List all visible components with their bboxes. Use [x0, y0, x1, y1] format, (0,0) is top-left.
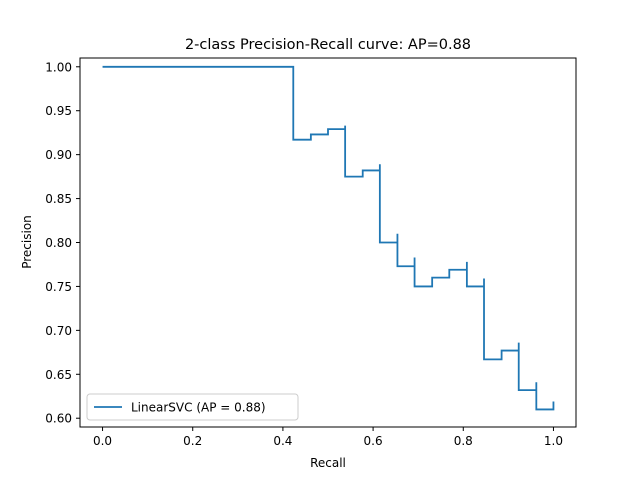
y-tick-label: 0.80 [45, 236, 72, 250]
x-axis: 0.0 0.2 0.4 0.6 0.8 1.0 [93, 427, 563, 448]
plot-area [102, 65, 555, 411]
y-tick-label: 0.75 [45, 280, 72, 294]
x-tick-label: 0.8 [454, 434, 473, 448]
axes-frame [79, 57, 577, 428]
y-tick-label: 0.70 [45, 324, 72, 338]
chart-title: 2-class Precision-Recall curve: AP=0.88 [185, 37, 471, 53]
legend-box [86, 393, 299, 421]
legend-label: LinearSVC (AP = 0.88) [131, 401, 266, 415]
y-tick-label: 0.95 [45, 104, 72, 118]
y-tick-label: 0.90 [45, 148, 72, 162]
x-tick-label: 0.6 [364, 434, 383, 448]
x-tick-label: 0.0 [93, 434, 112, 448]
legend: LinearSVC (AP = 0.88) [86, 393, 299, 421]
y-axis-label: Precision [20, 215, 34, 269]
x-tick-label: 0.2 [183, 434, 202, 448]
x-tick-label: 0.4 [273, 434, 292, 448]
y-tick-label: 0.85 [45, 192, 72, 206]
series-line-0 [102, 65, 555, 411]
x-tick-label: 1.0 [544, 434, 563, 448]
y-tick-label: 0.60 [45, 412, 72, 426]
y-tick-label: 1.00 [45, 60, 72, 74]
y-tick-label: 0.65 [45, 368, 72, 382]
y-axis: 0.60 0.65 0.70 0.75 0.80 0.85 0.90 0.95 1.00 [45, 60, 80, 426]
x-axis-label: Recall [310, 456, 346, 470]
